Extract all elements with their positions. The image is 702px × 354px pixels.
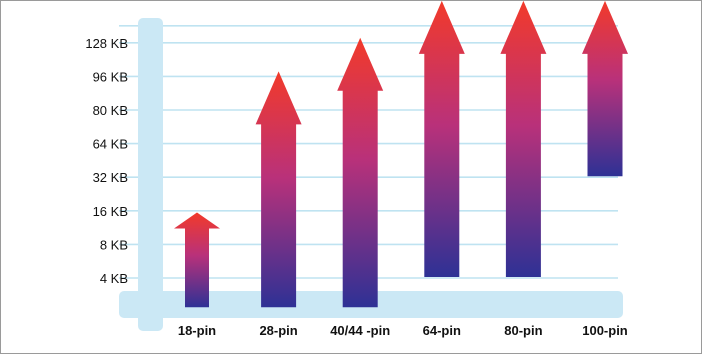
x-category-label: 18-pin (178, 323, 216, 338)
y-tick-label: 16 KB (93, 204, 128, 219)
category-labels: 18-pin 28-pin 40/44 -pin 64-pin 80-pin 100-pi… (178, 323, 628, 338)
y-tick-label: 64 KB (93, 137, 128, 152)
y-tick-label: 4 KB (100, 271, 128, 286)
range-arrow-80-pin (500, 1, 547, 277)
x-category-label: 28-pin (259, 323, 297, 338)
range-arrow-40-44-pin (337, 37, 384, 308)
range-arrow-18-pin (174, 212, 220, 308)
y-tick-label: 8 KB (100, 237, 128, 252)
x-category-label: 80-pin (504, 323, 542, 338)
range-arrow-64-pin (418, 1, 465, 277)
range-arrows (174, 1, 628, 308)
y-tick-label: 96 KB (93, 69, 128, 84)
x-category-label: 40/44 -pin (330, 323, 390, 338)
y-axis-bar (138, 18, 163, 331)
range-arrow-100-pin (582, 1, 628, 177)
x-category-label: 64-pin (423, 323, 461, 338)
range-arrow-28-pin (255, 71, 302, 308)
y-tick-label: 128 KB (85, 36, 128, 51)
y-tick-labels: 4 KB 8 KB 16 KB 32 KB 64 KB 80 KB 96 KB 128 KB (85, 36, 128, 286)
y-tick-label: 32 KB (93, 170, 128, 185)
x-category-label: 100-pin (582, 323, 628, 338)
y-tick-label: 80 KB (93, 103, 128, 118)
